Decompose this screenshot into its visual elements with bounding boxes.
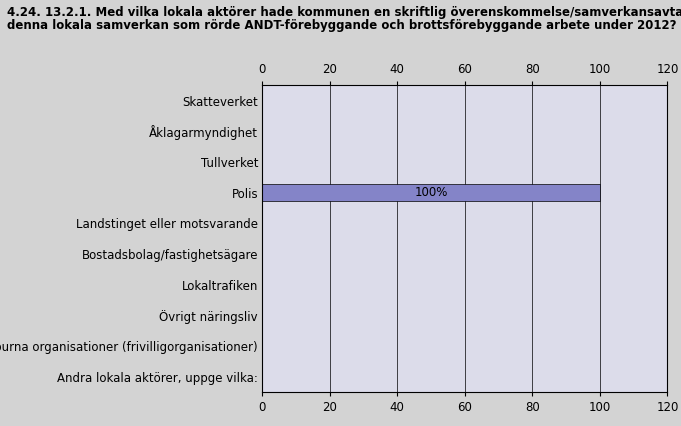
Text: denna lokala samverkan som rörde ANDT-förebyggande och brottsförebyggande arbete: denna lokala samverkan som rörde ANDT-fö…	[7, 19, 676, 32]
Bar	[262, 184, 600, 201]
Text: 100%: 100%	[414, 186, 447, 199]
Text: 4.24. 13.2.1. Med vilka lokala aktörer hade kommunen en skriftlig överenskommels: 4.24. 13.2.1. Med vilka lokala aktörer h…	[7, 6, 681, 20]
